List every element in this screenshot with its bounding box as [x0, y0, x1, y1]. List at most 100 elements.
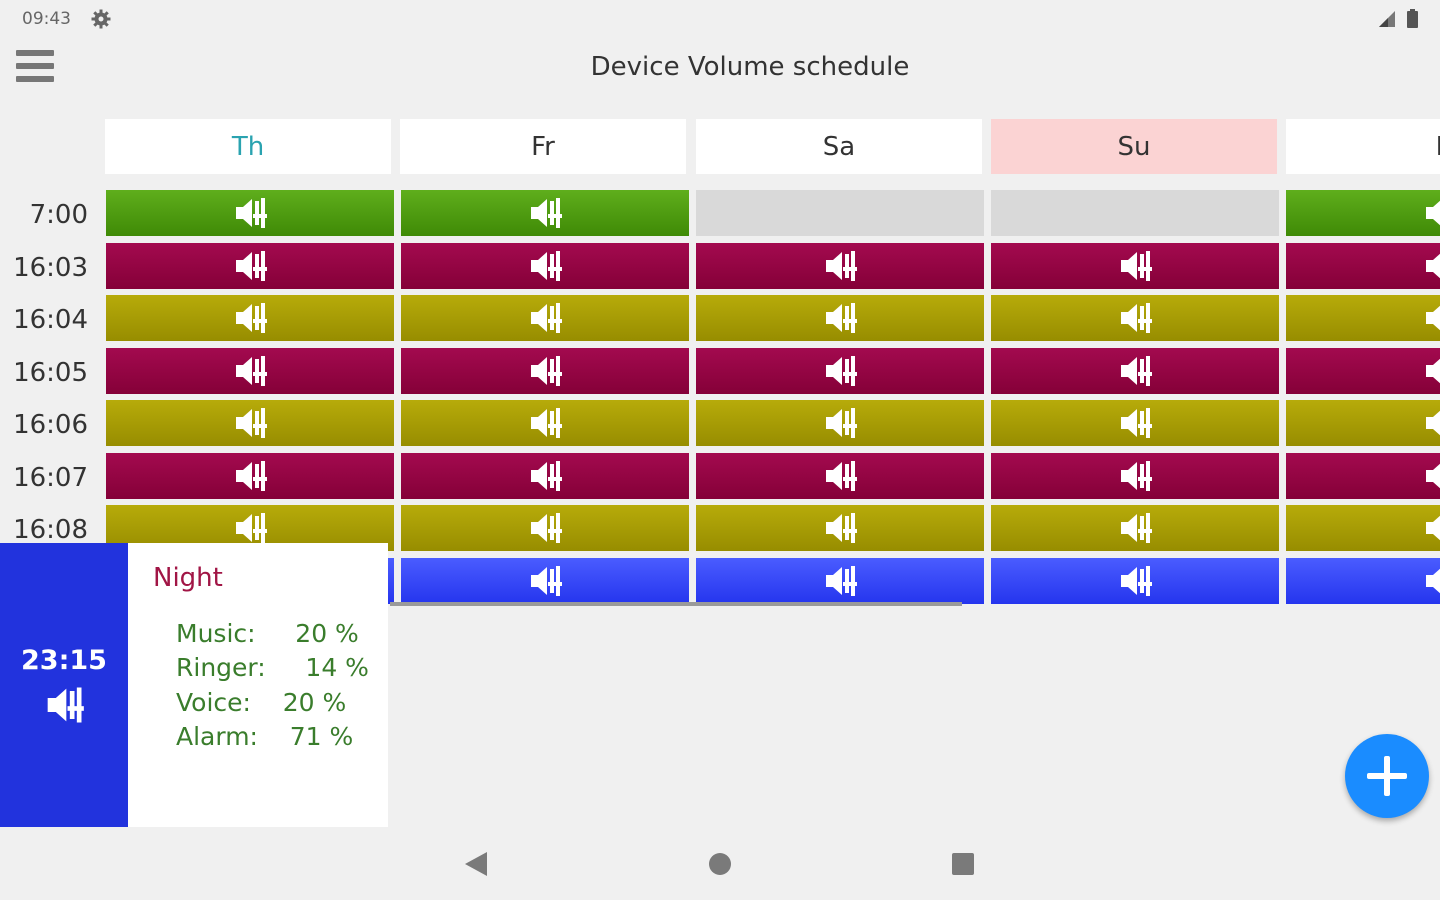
speaker-volume-icon	[826, 566, 857, 596]
speaker-volume-icon	[531, 198, 562, 228]
schedule-cell[interactable]	[696, 348, 984, 394]
time-label: 16:08	[13, 515, 88, 545]
schedule-cell[interactable]	[991, 243, 1279, 289]
speaker-volume-icon	[531, 566, 562, 596]
speaker-volume-icon	[1426, 515, 1440, 541]
schedule-cell[interactable]	[696, 243, 984, 289]
schedule-cell[interactable]	[991, 505, 1279, 551]
schedule-cell[interactable]	[1286, 243, 1440, 289]
cell-signal-icon	[1379, 11, 1395, 27]
day-header-thursday[interactable]: Th	[105, 119, 391, 174]
speaker-volume-icon	[826, 303, 857, 333]
profile-name: Night	[153, 563, 223, 593]
schedule-cell[interactable]	[106, 348, 394, 394]
speaker-volume-icon	[531, 461, 562, 491]
voice-volume: Voice: 20 %	[176, 688, 347, 717]
schedule-cell[interactable]	[1286, 558, 1440, 604]
speaker-volume-icon	[1121, 303, 1152, 333]
schedule-cell[interactable]	[401, 295, 689, 341]
schedule-cell[interactable]	[1286, 400, 1440, 446]
app-title: Device Volume schedule	[590, 52, 910, 82]
day-header-friday[interactable]: Fr	[400, 119, 686, 174]
music-volume: Music: 20 %	[176, 619, 359, 648]
speaker-volume-icon	[236, 461, 267, 491]
day-header-saturday[interactable]: Sa	[696, 119, 982, 174]
settings-gear-icon	[91, 9, 111, 29]
speaker-volume-icon	[531, 356, 562, 386]
day-header-monday[interactable]: M	[1286, 119, 1440, 174]
speaker-volume-icon	[236, 408, 267, 438]
speaker-volume-icon	[531, 513, 562, 543]
schedule-cell[interactable]	[1286, 348, 1440, 394]
time-label: 16:03	[13, 253, 88, 283]
speaker-volume-icon	[1121, 356, 1152, 386]
day-label: Sa	[822, 131, 856, 162]
speaker-volume-icon	[236, 198, 267, 228]
schedule-cell[interactable]	[106, 243, 394, 289]
schedule-cell[interactable]	[1286, 453, 1440, 499]
schedule-cell[interactable]	[401, 558, 689, 604]
day-header-sunday[interactable]: Su	[991, 119, 1277, 174]
schedule-cell[interactable]	[401, 400, 689, 446]
speaker-volume-icon	[531, 408, 562, 438]
day-label: Th	[231, 131, 265, 162]
schedule-cell[interactable]	[106, 190, 394, 236]
speaker-volume-icon	[1121, 566, 1152, 596]
speaker-volume-icon	[1121, 408, 1152, 438]
speaker-volume-icon	[826, 251, 857, 281]
speaker-volume-icon	[1426, 305, 1440, 331]
schedule-cell[interactable]	[696, 400, 984, 446]
day-label: Fr	[531, 131, 555, 162]
speaker-volume-icon	[1426, 253, 1440, 279]
schedule-cell[interactable]	[401, 505, 689, 551]
speaker-volume-icon	[531, 303, 562, 333]
schedule-cell[interactable]	[991, 400, 1279, 446]
schedule-cell[interactable]	[106, 453, 394, 499]
schedule-cell[interactable]	[991, 453, 1279, 499]
schedule-cell[interactable]	[696, 558, 984, 604]
time-label: 16:07	[13, 463, 88, 493]
popup-time: 23:15	[21, 644, 107, 676]
schedule-cell[interactable]	[106, 400, 394, 446]
nav-back-icon[interactable]	[465, 852, 487, 876]
schedule-cell[interactable]	[991, 558, 1279, 604]
day-label: Su	[1117, 131, 1151, 162]
speaker-volume-icon	[826, 356, 857, 386]
time-label: 16:04	[13, 305, 88, 335]
speaker-volume-icon	[826, 408, 857, 438]
schedule-cell[interactable]	[1286, 190, 1440, 236]
hamburger-menu-icon[interactable]	[16, 50, 54, 86]
schedule-cell[interactable]	[401, 348, 689, 394]
popup-time-panel[interactable]: 23:15	[0, 543, 128, 827]
schedule-cell[interactable]	[106, 295, 394, 341]
speaker-volume-icon	[1121, 513, 1152, 543]
speaker-volume-icon	[236, 303, 267, 333]
popup-detail-panel: Night Music: 20 % Ringer: 14 % Voice: 20…	[128, 543, 388, 827]
schedule-cell[interactable]	[991, 348, 1279, 394]
schedule-cell[interactable]	[1286, 505, 1440, 551]
schedule-cell[interactable]	[401, 243, 689, 289]
schedule-cell[interactable]	[696, 505, 984, 551]
schedule-cell[interactable]	[1286, 295, 1440, 341]
schedule-cell[interactable]	[401, 190, 689, 236]
speaker-volume-icon	[1426, 358, 1440, 384]
speaker-volume-icon	[826, 513, 857, 543]
add-schedule-button[interactable]	[1345, 734, 1429, 818]
nav-recents-icon[interactable]	[952, 853, 974, 875]
schedule-cell[interactable]	[696, 453, 984, 499]
time-label: 16:06	[13, 410, 88, 440]
speaker-volume-icon	[1426, 568, 1440, 594]
nav-home-icon[interactable]	[709, 853, 731, 875]
time-label: 7:00	[29, 200, 88, 230]
battery-icon	[1407, 9, 1418, 28]
schedule-cell[interactable]	[696, 295, 984, 341]
scroll-indicator	[390, 602, 962, 606]
speaker-volume-icon	[236, 513, 267, 543]
ringer-volume: Ringer: 14 %	[176, 653, 369, 682]
speaker-volume-icon	[1121, 461, 1152, 491]
schedule-cell[interactable]	[991, 295, 1279, 341]
speaker-volume-icon	[826, 461, 857, 491]
empty-schedule-cell	[696, 190, 984, 236]
speaker-volume-icon	[531, 251, 562, 281]
schedule-cell[interactable]	[401, 453, 689, 499]
